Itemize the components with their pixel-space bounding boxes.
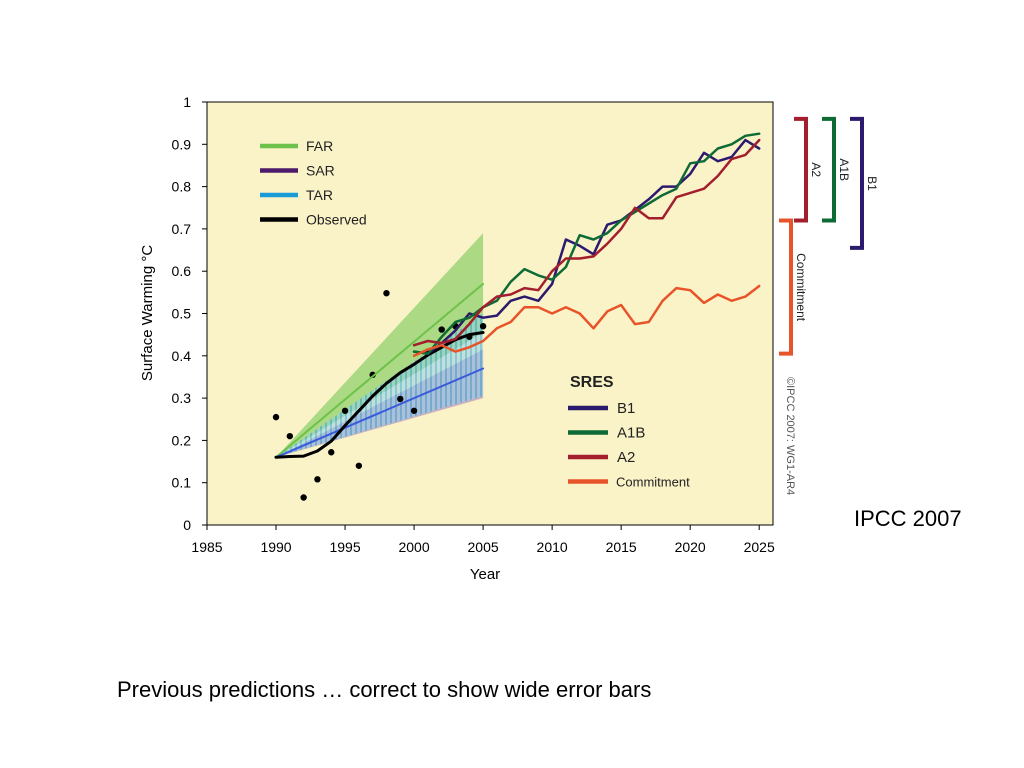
observed-point <box>479 322 487 330</box>
x-tick-label: 2025 <box>744 539 775 555</box>
sres-label-a1b: A1B <box>617 425 645 442</box>
legend-label-observed: Observed <box>306 212 367 228</box>
observed-point <box>328 449 335 456</box>
copyright-note: ©IPCC 2007: WG1-AR4 <box>784 377 796 495</box>
observed-point <box>300 494 307 501</box>
observed-point <box>410 407 418 414</box>
y-tick-label: 0.9 <box>172 136 192 152</box>
y-tick-label: 0.1 <box>172 475 192 491</box>
legend-label-tar: TAR <box>306 187 333 203</box>
line-far <box>275 282 485 459</box>
x-tick-label: 1990 <box>260 539 291 555</box>
line-observed <box>274 331 485 459</box>
x-tick-label: 2020 <box>675 539 706 555</box>
observed-point <box>314 476 321 483</box>
bracket-commitment <box>779 218 793 356</box>
observed-point <box>272 413 280 421</box>
legend-projections: FAR SAR TAR Observed <box>260 138 367 228</box>
sres-label-a2: A2 <box>617 449 635 466</box>
bracket-a2 <box>794 116 808 223</box>
x-tick-label: 2000 <box>398 539 429 555</box>
source-note: IPCC 2007 <box>854 506 962 531</box>
legend-label-far: FAR <box>306 138 333 154</box>
line-commitment <box>412 284 761 358</box>
y-axis-label: Surface Warming °C <box>139 245 156 381</box>
legend-sres-title: SRES <box>570 374 614 391</box>
line-a2 <box>412 138 761 347</box>
observed-point <box>355 462 363 469</box>
x-tick-label: 2010 <box>537 539 568 555</box>
bracket-label-b1: B1 <box>865 176 879 191</box>
x-tick-label: 1985 <box>191 539 222 555</box>
y-tick-label: 0.7 <box>172 221 192 237</box>
observed-point <box>383 289 390 297</box>
observed-point <box>286 432 294 440</box>
plot-background <box>207 102 773 525</box>
scenario-brackets: A2 A1B B1 Commitment <box>779 116 879 356</box>
sres-label-b1: B1 <box>617 400 635 417</box>
bracket-label-commitment: Commitment <box>794 253 808 322</box>
y-tick-label: 0.3 <box>172 390 192 406</box>
legend-label-sar: SAR <box>306 163 335 179</box>
bracket-label-a2: A2 <box>809 162 823 177</box>
band-far <box>276 233 484 458</box>
line-a1b <box>412 132 761 355</box>
x-axis-label: Year <box>470 566 500 583</box>
y-tick-label: 1 <box>183 94 191 110</box>
line-b1 <box>412 138 761 355</box>
bracket-a1b <box>822 116 836 223</box>
y-tick-label: 0.4 <box>172 348 192 364</box>
bracket-b1 <box>850 116 864 250</box>
slide-caption: Previous predictions … correct to show w… <box>117 677 652 702</box>
x-tick-label: 2005 <box>468 539 499 555</box>
line-sar <box>275 367 485 459</box>
y-tick-label: 0 <box>183 517 191 533</box>
observed-point <box>341 407 349 414</box>
sres-label-commitment: Commitment <box>616 475 690 490</box>
x-tick-label: 1995 <box>329 539 360 555</box>
observed-point <box>397 395 404 403</box>
y-tick-label: 0.2 <box>172 432 192 448</box>
observed-point <box>438 326 445 333</box>
y-tick-label: 0.8 <box>172 179 192 195</box>
axes: 1985 1990 1995 2000 2005 2010 2015 2020 2025 0 0.1… <box>172 94 775 555</box>
y-tick-label: 0.6 <box>172 263 192 279</box>
x-tick-label: 2015 <box>606 539 637 555</box>
bracket-label-a1b: A1B <box>837 158 851 181</box>
series-lines <box>274 132 761 459</box>
y-tick-label: 0.5 <box>172 306 192 322</box>
